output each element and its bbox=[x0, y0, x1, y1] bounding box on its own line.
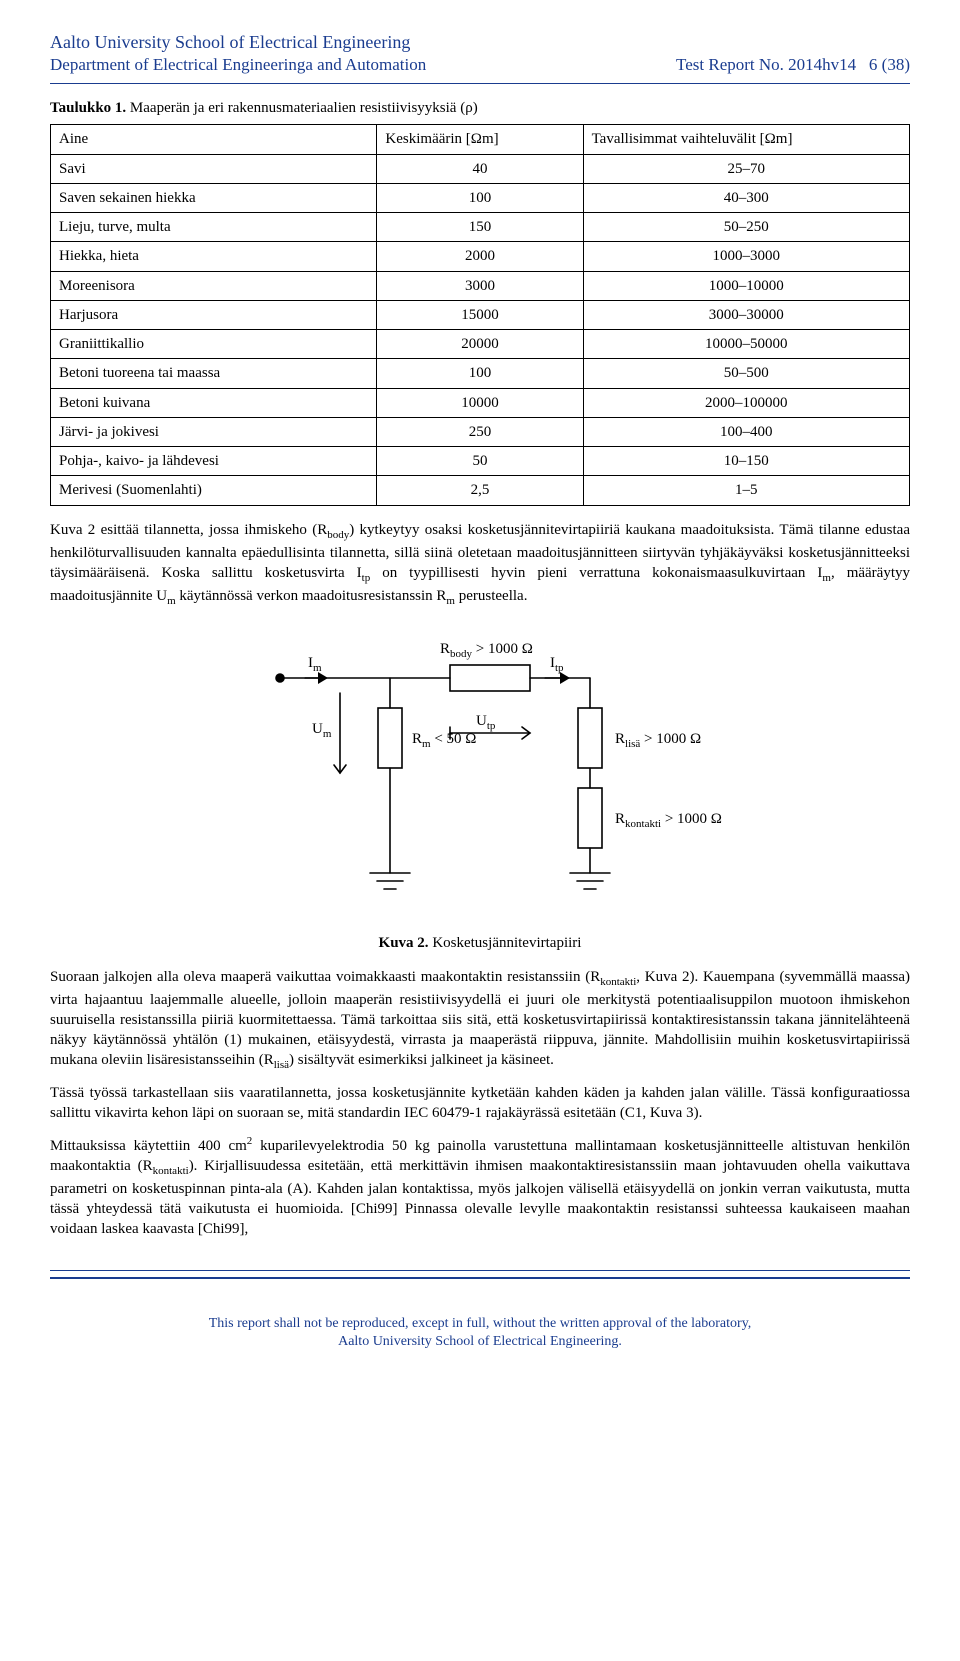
table-cell: 20000 bbox=[377, 330, 583, 359]
paragraph-2: Suoraan jalkojen alla oleva maaperä vaik… bbox=[50, 967, 910, 1073]
table-cell: 1000–3000 bbox=[583, 242, 909, 271]
figure-caption-rest: Kosketusjännitevirtapiiri bbox=[429, 935, 582, 951]
paragraph-3: Tässä työssä tarkastellaan siis vaaratil… bbox=[50, 1083, 910, 1124]
table-cell: Lieju, turve, multa bbox=[51, 213, 377, 242]
table-cell: 50–500 bbox=[583, 359, 909, 388]
table-cell: 100 bbox=[377, 183, 583, 212]
table-cell: Harjusora bbox=[51, 300, 377, 329]
col-keskimaarin: Keskimäärin [Ωm] bbox=[377, 125, 583, 154]
table-cell: 100–400 bbox=[583, 417, 909, 446]
table-cell: 100 bbox=[377, 359, 583, 388]
paragraph-1: Kuva 2 esittää tilannetta, jossa ihmiske… bbox=[50, 520, 910, 609]
table-row: Savi4025–70 bbox=[51, 154, 910, 183]
circuit-diagram: Rbody > 1000 Ω Im Itp Utp Um Rm < 50 Ω R… bbox=[220, 623, 740, 923]
table-cell: Graniittikallio bbox=[51, 330, 377, 359]
label-im: Im bbox=[308, 655, 322, 674]
table-cell: 10000–50000 bbox=[583, 330, 909, 359]
header-title: Aalto University School of Electrical En… bbox=[50, 30, 910, 54]
figure-caption: Kuva 2. Kosketusjännitevirtapiiri bbox=[50, 933, 910, 953]
table-cell: 25–70 bbox=[583, 154, 909, 183]
label-utp: Utp bbox=[476, 713, 496, 732]
col-vaihtelu: Tavallisimmat vaihteluvälit [Ωm] bbox=[583, 125, 909, 154]
header-report-no: Test Report No. 2014hv14 6 (38) bbox=[676, 54, 910, 77]
header-rule bbox=[50, 83, 910, 84]
table-cell: 40 bbox=[377, 154, 583, 183]
figure-caption-bold: Kuva 2. bbox=[379, 935, 429, 951]
report-label: Test Report No. 2014hv14 bbox=[676, 55, 856, 74]
footer-rule-2 bbox=[50, 1277, 910, 1279]
table-row: Pohja-, kaivo- ja lähdevesi5010–150 bbox=[51, 447, 910, 476]
label-um: Um bbox=[312, 721, 332, 740]
table-row: Graniittikallio2000010000–50000 bbox=[51, 330, 910, 359]
table-cell: Saven sekainen hiekka bbox=[51, 183, 377, 212]
label-rm: Rm < 50 Ω bbox=[412, 731, 476, 750]
table-cell: 50–250 bbox=[583, 213, 909, 242]
resistivity-table: Aine Keskimäärin [Ωm] Tavallisimmat vaih… bbox=[50, 124, 910, 505]
label-rbody: Rbody > 1000 Ω bbox=[440, 641, 533, 660]
footer-line-2: Aalto University School of Electrical En… bbox=[50, 1333, 910, 1352]
table-cell: 2,5 bbox=[377, 476, 583, 505]
label-rlisa: Rlisä > 1000 Ω bbox=[615, 731, 701, 750]
paragraph-4: Mittauksissa käytettiin 400 cm2 kuparile… bbox=[50, 1134, 910, 1240]
table-cell: 150 bbox=[377, 213, 583, 242]
table-cell: 50 bbox=[377, 447, 583, 476]
table-header-row: Aine Keskimäärin [Ωm] Tavallisimmat vaih… bbox=[51, 125, 910, 154]
table-cell: Merivesi (Suomenlahti) bbox=[51, 476, 377, 505]
label-rkontakti: Rkontakti > 1000 Ω bbox=[615, 811, 722, 830]
table-row: Saven sekainen hiekka10040–300 bbox=[51, 183, 910, 212]
table-row: Betoni kuivana100002000–100000 bbox=[51, 388, 910, 417]
footer-line-1: This report shall not be reproduced, exc… bbox=[50, 1315, 910, 1334]
table-cell: 1–5 bbox=[583, 476, 909, 505]
table-row: Moreenisora30001000–10000 bbox=[51, 271, 910, 300]
table-cell: 3000–30000 bbox=[583, 300, 909, 329]
table-cell: Betoni kuivana bbox=[51, 388, 377, 417]
footer-rule-1 bbox=[50, 1270, 910, 1271]
table-cell: 250 bbox=[377, 417, 583, 446]
table-cell: 2000 bbox=[377, 242, 583, 271]
table-row: Harjusora150003000–30000 bbox=[51, 300, 910, 329]
table-cell: 1000–10000 bbox=[583, 271, 909, 300]
table-row: Hiekka, hieta20001000–3000 bbox=[51, 242, 910, 271]
table-cell: 10–150 bbox=[583, 447, 909, 476]
table-caption-rest: Maaperän ja eri rakennusmateriaalien res… bbox=[126, 100, 478, 116]
table-cell: Hiekka, hieta bbox=[51, 242, 377, 271]
col-aine: Aine bbox=[51, 125, 377, 154]
table-cell: 3000 bbox=[377, 271, 583, 300]
table-caption: Taulukko 1. Maaperän ja eri rakennusmate… bbox=[50, 98, 910, 118]
header-department: Department of Electrical Engineeringa an… bbox=[50, 54, 426, 77]
table-cell: Savi bbox=[51, 154, 377, 183]
table-cell: Moreenisora bbox=[51, 271, 377, 300]
page-number: 6 (38) bbox=[869, 55, 910, 74]
table-cell: Betoni tuoreena tai maassa bbox=[51, 359, 377, 388]
table-row: Järvi- ja jokivesi250100–400 bbox=[51, 417, 910, 446]
table-cell: 15000 bbox=[377, 300, 583, 329]
table-row: Betoni tuoreena tai maassa10050–500 bbox=[51, 359, 910, 388]
label-itp: Itp bbox=[550, 655, 564, 674]
table-cell: 2000–100000 bbox=[583, 388, 909, 417]
footer: This report shall not be reproduced, exc… bbox=[50, 1315, 910, 1353]
table-cell: 10000 bbox=[377, 388, 583, 417]
table-caption-bold: Taulukko 1. bbox=[50, 100, 126, 116]
table-row: Merivesi (Suomenlahti)2,51–5 bbox=[51, 476, 910, 505]
table-cell: 40–300 bbox=[583, 183, 909, 212]
table-cell: Pohja-, kaivo- ja lähdevesi bbox=[51, 447, 377, 476]
table-cell: Järvi- ja jokivesi bbox=[51, 417, 377, 446]
table-row: Lieju, turve, multa15050–250 bbox=[51, 213, 910, 242]
page-header: Aalto University School of Electrical En… bbox=[50, 30, 910, 84]
